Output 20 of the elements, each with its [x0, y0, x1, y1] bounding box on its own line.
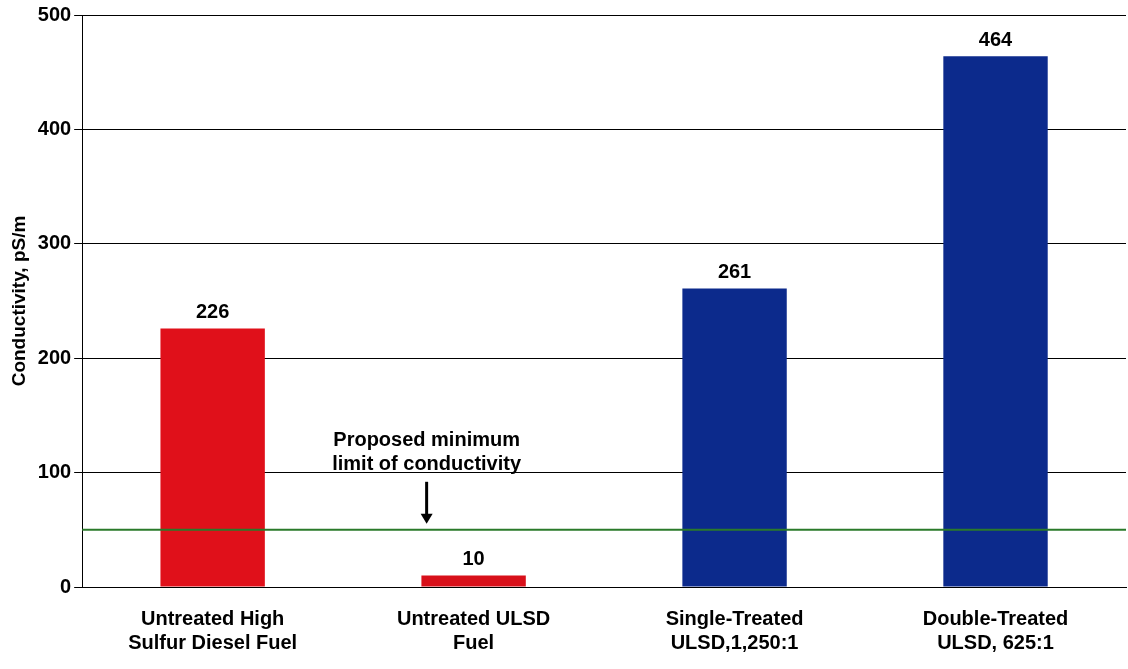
bar: [682, 288, 787, 587]
y-tick-label: 100: [37, 460, 72, 483]
data-label: 464: [978, 27, 1014, 50]
y-tick-label: 200: [37, 345, 72, 368]
bar: [421, 575, 526, 587]
bar: [160, 328, 265, 587]
data-label: 261: [717, 259, 752, 282]
y-tick-label: 400: [37, 116, 72, 139]
data-label: 10: [462, 547, 485, 570]
y-tick-label: 300: [37, 231, 72, 254]
bar: [943, 56, 1048, 587]
data-label: 226: [195, 299, 230, 322]
x-tick-label: Single-Treated ULSD,1,250:1: [665, 606, 804, 653]
x-tick-label: Untreated High Sulfur Diesel Fuel: [128, 606, 298, 653]
ref-line-label: Proposed minimum limit of conductivity: [332, 427, 522, 474]
y-axis-title: Conductivity, pS/m: [7, 215, 29, 387]
y-tick-label: 500: [37, 2, 72, 25]
x-tick-label: Untreated ULSD Fuel: [396, 606, 551, 653]
x-tick-label: Double-Treated ULSD, 625:1: [922, 606, 1069, 653]
y-tick-label: 0: [60, 574, 72, 597]
